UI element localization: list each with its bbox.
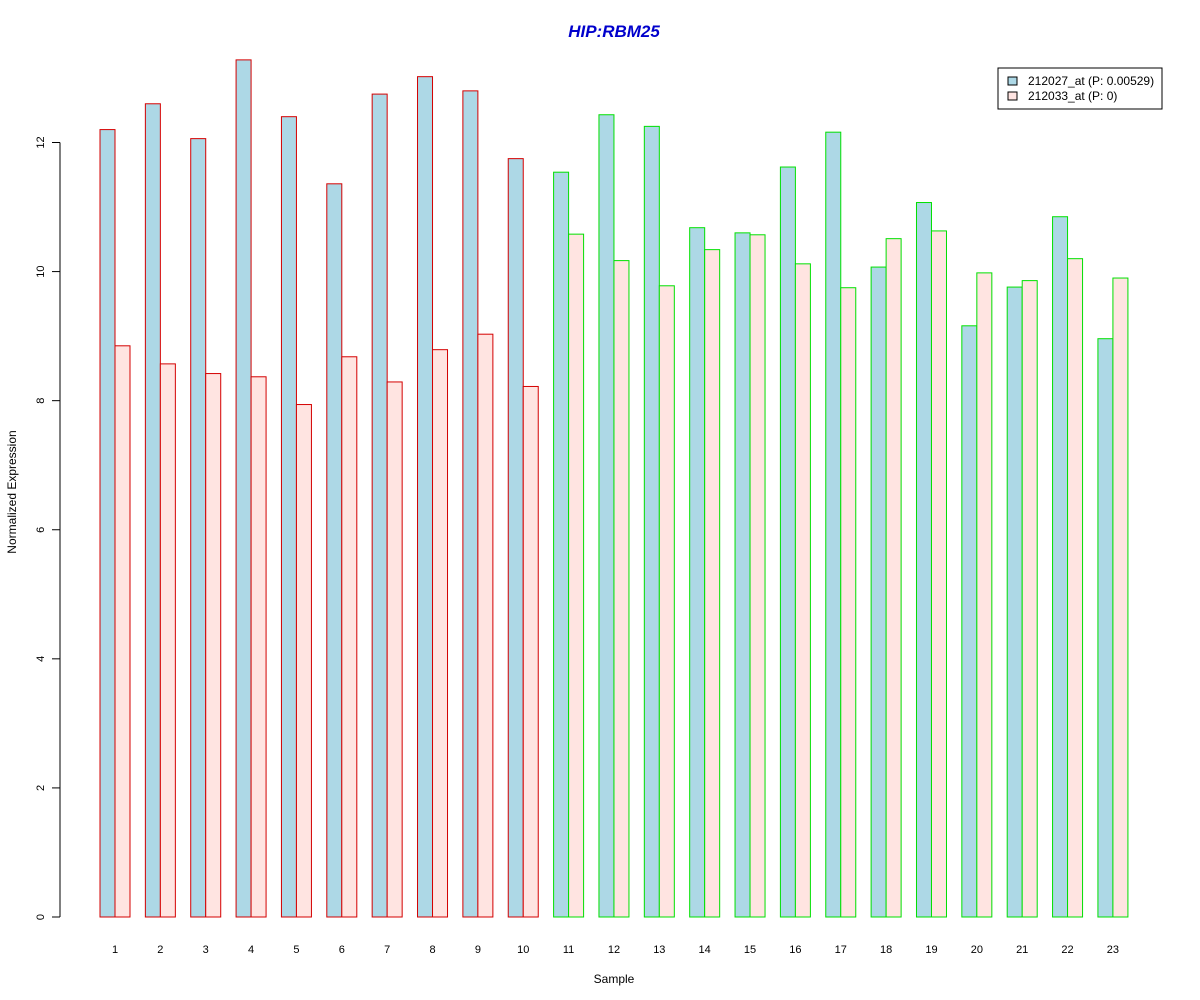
bar-series-1-sample-4 [235,59,252,918]
y-tick-label: 2 [35,785,47,791]
x-tick-label: 1 [112,944,118,956]
bar-series-1-sample-2 [144,103,161,918]
bar-series-1-sample-16 [779,166,796,918]
bar-series-2-sample-4 [250,376,267,918]
bar-series-1-sample-23 [1097,338,1114,918]
bar-series-2-sample-21 [1021,280,1038,918]
bar-series-1-sample-3 [190,138,207,918]
bar-series-2-sample-7 [386,381,403,918]
x-tick-label: 21 [1016,944,1028,956]
legend-label-series-2: 212033_at (P: 0) [1028,89,1117,103]
bar-series-1-sample-11 [553,171,570,918]
bar-series-2-sample-22 [1067,258,1084,918]
x-tick-label: 8 [429,944,435,956]
x-axis-title: Sample [594,972,635,986]
x-tick-label: 10 [517,944,529,956]
x-tick-label: 12 [608,944,620,956]
bar-series-2-sample-15 [749,234,766,918]
bar-series-2-sample-11 [568,233,585,918]
x-tick-label: 4 [248,944,254,956]
bar-series-1-sample-10 [507,158,524,918]
bar-series-2-sample-17 [840,287,857,918]
y-tick-label: 10 [35,265,47,277]
x-tick-label: 17 [835,944,847,956]
bar-series-1-sample-13 [643,125,660,918]
x-tick-label: 18 [880,944,892,956]
bar-series-1-sample-6 [326,183,343,918]
y-tick-label: 4 [35,656,47,662]
chart-title: HIP:RBM25 [568,22,660,41]
x-tick-label: 23 [1107,944,1119,956]
bar-series-2-sample-23 [1112,277,1129,918]
x-tick-label: 20 [971,944,983,956]
bars-group [99,59,1129,918]
legend: 212027_at (P: 0.00529) 212033_at (P: 0) [997,67,1163,110]
bar-series-1-sample-19 [915,202,932,918]
bar-series-2-sample-1 [114,345,131,918]
x-tick-label: 3 [203,944,209,956]
bar-series-1-sample-18 [870,266,887,918]
bar-series-1-sample-14 [689,227,706,918]
x-tick-label: 5 [293,944,299,956]
bar-series-2-sample-18 [885,238,902,918]
bar-series-2-sample-2 [159,363,176,918]
bar-series-1-sample-20 [961,325,978,918]
x-tick-label: 13 [653,944,665,956]
x-tick-label: 22 [1061,944,1073,956]
y-tick-label: 0 [35,914,47,920]
legend-swatch-series-2 [1007,91,1018,101]
x-tick-label: 19 [925,944,937,956]
bar-series-1-sample-5 [280,116,297,918]
x-tick-label: 14 [699,944,711,956]
bar-series-2-sample-16 [794,263,811,918]
bar-series-2-sample-9 [477,333,494,918]
bar-series-1-sample-9 [462,90,479,918]
legend-label-series-1: 212027_at (P: 0.00529) [1028,74,1154,88]
x-tick-label: 2 [157,944,163,956]
x-tick-label: 11 [563,944,574,956]
y-axis: 0 2 4 6 8 10 12 [35,136,61,920]
legend-swatch-series-1 [1007,76,1018,86]
bar-series-1-sample-15 [734,232,751,918]
bar-series-2-sample-10 [522,385,539,918]
bar-series-1-sample-22 [1052,216,1069,918]
x-tick-label: 9 [475,944,481,956]
bar-series-2-sample-5 [295,404,312,918]
bar-series-1-sample-21 [1006,286,1023,918]
y-tick-label: 6 [35,527,47,533]
x-tick-label: 6 [339,944,345,956]
x-tick-label: 7 [384,944,390,956]
bar-series-2-sample-12 [613,260,630,918]
bar-series-1-sample-7 [371,93,388,918]
x-tick-label: 15 [744,944,756,956]
y-tick-label: 12 [35,136,47,148]
bar-series-2-sample-20 [976,272,993,918]
x-tick-label: 16 [789,944,801,956]
bar-series-2-sample-13 [658,285,675,918]
legend-box [997,67,1163,110]
bar-series-2-sample-3 [205,373,222,918]
bar-series-1-sample-17 [825,131,842,918]
bar-series-2-sample-14 [704,249,721,918]
bar-series-2-sample-6 [341,356,358,918]
bar-series-2-sample-19 [930,230,947,918]
y-axis-title: Normalized Expression [5,430,19,553]
bar-series-1-sample-1 [99,129,116,918]
bar-series-1-sample-8 [417,76,434,918]
bar-series-1-sample-12 [598,114,615,918]
y-tick-label: 8 [35,398,47,404]
bar-series-2-sample-8 [432,349,449,918]
x-axis-labels: 1 2 3 4 5 6 7 8 9 10 11 12 13 14 15 16 17 18 19 20 21 22 23 [112,944,1119,956]
